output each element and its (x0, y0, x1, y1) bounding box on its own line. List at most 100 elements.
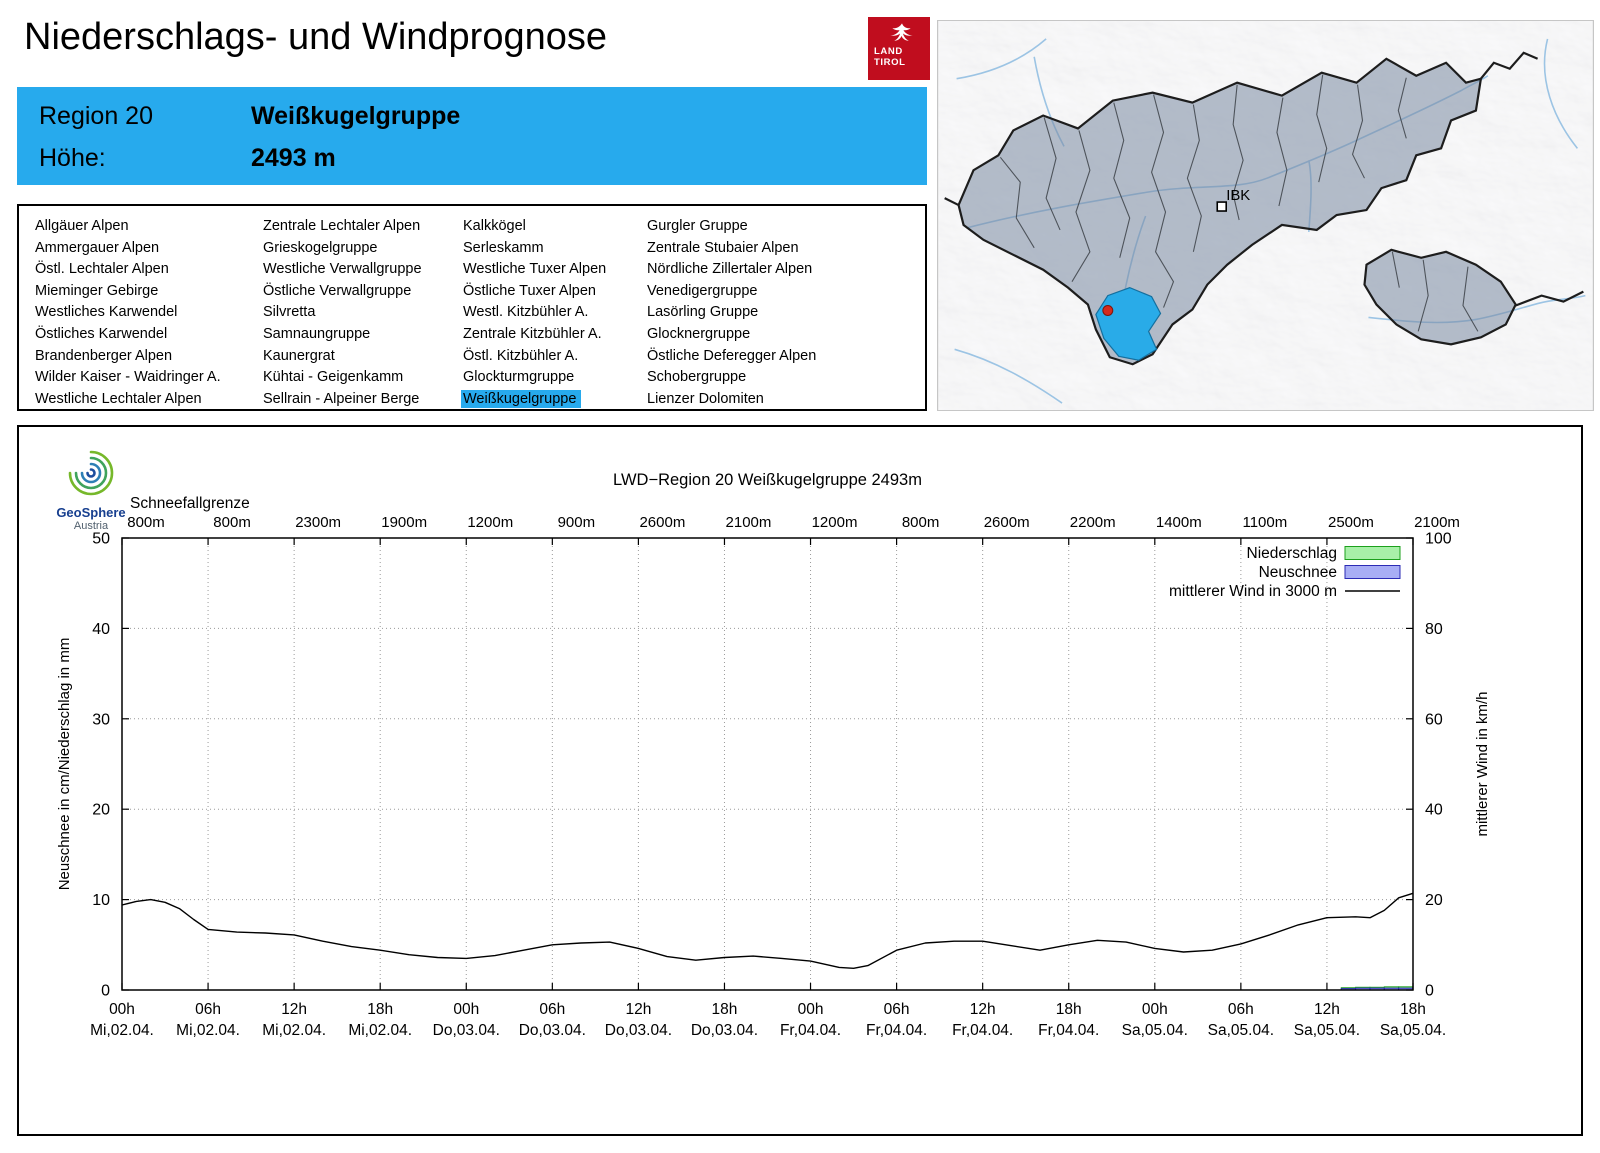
region-item[interactable]: Venedigergruppe (647, 281, 816, 303)
region-item[interactable]: Schobergruppe (647, 367, 816, 389)
geosphere-logo: GeoSphere Austria (53, 447, 129, 532)
region-item-label: Westliches Karwendel (35, 304, 178, 321)
region-item-label: Allgäuer Alpen (35, 218, 129, 234)
region-item[interactable]: Westliche Tuxer Alpen (463, 259, 647, 281)
snowline-value: 1200m (812, 514, 858, 531)
x-tick-day-label: Fr,04.04. (952, 1022, 1013, 1039)
snowline-value: 1400m (1156, 514, 1202, 531)
x-tick-hour-label: 06h (195, 1001, 221, 1018)
snowline-value: 1900m (381, 514, 427, 531)
region-item[interactable]: Östl. Lechtaler Alpen (35, 259, 263, 281)
axis-ticks (121, 537, 1414, 991)
region-item[interactable]: Silvretta (263, 302, 463, 324)
x-tick-hour-label: 06h (539, 1001, 565, 1018)
region-item[interactable]: Brandenberger Alpen (35, 346, 263, 368)
region-item-label: Mieminger Gebirge (35, 282, 159, 299)
region-item[interactable]: Sellrain - Alpeiner Berge (263, 389, 463, 411)
region-item[interactable]: Zentrale Stubaier Alpen (647, 238, 816, 260)
x-tick-hour-label: 00h (1142, 1001, 1168, 1018)
region-item-label: Westliche Tuxer Alpen (463, 261, 607, 278)
region-item[interactable]: Westl. Kitzbühler A. (463, 302, 647, 324)
region-item[interactable]: Serleskamm (463, 238, 647, 260)
x-tick-day-label: Do,03.04. (605, 1022, 672, 1039)
snowline-value: 2600m (639, 514, 685, 531)
chart-grid (122, 538, 1413, 990)
region-item[interactable]: Zentrale Lechtaler Alpen (263, 216, 463, 238)
legend-label: Neuschnee (1259, 564, 1337, 581)
region-item-label: Zentrale Kitzbühler A. (463, 325, 602, 342)
plot-frame (121, 537, 1414, 991)
snowline-value: 2500m (1328, 514, 1374, 531)
region-item[interactable]: Östl. Kitzbühler A. (463, 346, 647, 368)
region-item[interactable]: Nördliche Zillertaler Alpen (647, 259, 816, 281)
x-tick-hour-label: 12h (625, 1001, 651, 1018)
snowline-value: 1200m (467, 514, 513, 531)
region-number-label: Region 20 (39, 101, 153, 130)
region-item[interactable]: Lienzer Dolomiten (647, 389, 816, 411)
region-item[interactable]: Allgäuer Alpen (35, 216, 263, 238)
tirol-map[interactable]: IBK (937, 20, 1594, 411)
region-item-label: Brandenberger Alpen (35, 347, 173, 364)
x-tick-hour-label: 00h (453, 1001, 479, 1018)
region-item[interactable]: Lasörling Gruppe (647, 302, 816, 324)
x-tick-hour-label: 12h (970, 1001, 996, 1018)
region-item[interactable]: Glocknergruppe (647, 324, 816, 346)
region-list-column: Kalkkögel Serleskamm Westliche Tuxer Alpen… (461, 216, 647, 411)
y-left-tick-label: 50 (92, 531, 110, 548)
region-list-column: Gurgler Gruppe Zentrale Stubaier Alpen Nör… (647, 216, 816, 409)
region-item[interactable]: Östliches Karwendel (35, 324, 263, 346)
altitude-value: 2493 m (251, 143, 336, 172)
x-tick-hour-label: 18h (712, 1001, 738, 1018)
y-right-tick-label: 60 (1425, 711, 1443, 728)
geosphere-country: Austria (73, 520, 109, 532)
x-tick-hour-label: 18h (1056, 1001, 1082, 1018)
region-item-label: Glockturmgruppe (463, 369, 575, 386)
region-item-label: Kalkkögel (463, 218, 526, 234)
region-item[interactable]: Kaunergrat (263, 346, 463, 368)
altitude-row: Höhe: 2493 m (39, 137, 927, 179)
region-item[interactable]: Samnaungruppe (263, 324, 463, 346)
forecast-chart-panel: 0 10 20 30 40 50 0 20 40 60 80 100 00h Mi,02.04. 06h Mi… (17, 425, 1583, 1136)
x-tick-day-label: Mi,02.04. (90, 1022, 154, 1039)
snowline-value: 2300m (295, 514, 341, 531)
ibk-label: IBK (1226, 187, 1250, 204)
region-item-label: Ammergauer Alpen (35, 239, 160, 256)
region-item[interactable]: Wilder Kaiser - Waidringer A. (35, 367, 263, 389)
y-left-tick-label: 0 (101, 983, 110, 1000)
snowline-value: 1100m (1242, 514, 1287, 531)
map-region-borders (999, 74, 1479, 332)
x-tick-hour-label: 06h (1228, 1001, 1254, 1018)
region-item-label: Westl. Kitzbühler A. (463, 304, 589, 321)
region-item[interactable]: Kühtai - Geigenkamm (263, 367, 463, 389)
map-state-border (944, 51, 1584, 366)
location-dot (1102, 305, 1114, 316)
region-item[interactable]: Westliche Verwallgruppe (263, 259, 463, 281)
region-item[interactable]: Westliche Lechtaler Alpen (35, 389, 263, 411)
region-item[interactable]: Östliche Deferegger Alpen (647, 346, 816, 368)
x-tick-hour-label: 18h (367, 1001, 393, 1018)
region-item[interactable]: Westliches Karwendel (35, 302, 263, 324)
x-tick-day-label: Mi,02.04. (262, 1022, 326, 1039)
x-tick-day-label: Mi,02.04. (348, 1022, 412, 1039)
region-item[interactable]: Grieskogelgruppe (263, 238, 463, 260)
logo-text-tirol: TIROL (874, 56, 906, 68)
region-item[interactable]: Gurgler Gruppe (647, 216, 816, 238)
region-item[interactable]: Kalkkögel (463, 216, 647, 238)
region-item[interactable]: Zentrale Kitzbühler A. (463, 324, 647, 346)
y-left-tick-label: 20 (92, 802, 110, 819)
snowline-value: 800m (213, 514, 251, 531)
region-item[interactable]: Östliche Tuxer Alpen (463, 281, 647, 303)
region-item[interactable]: Östliche Verwallgruppe (263, 281, 463, 303)
geosphere-swirl-icon (68, 450, 114, 496)
region-item-label: Kaunergrat (263, 347, 335, 364)
x-tick-day-label: Mi,02.04. (176, 1022, 240, 1039)
map-selected-region[interactable] (1095, 286, 1162, 361)
x-tick-hour-label: 12h (281, 1001, 307, 1018)
x-tick-day-label: Sa,05.04. (1294, 1022, 1360, 1039)
region-item[interactable]: Weißkugelgruppe (461, 389, 647, 411)
region-item[interactable]: Glockturmgruppe (463, 367, 647, 389)
region-item-label: Kühtai - Geigenkamm (263, 369, 404, 386)
region-item[interactable]: Ammergauer Alpen (35, 238, 263, 260)
y-right-tick-label: 40 (1425, 802, 1443, 819)
region-item[interactable]: Mieminger Gebirge (35, 281, 263, 303)
